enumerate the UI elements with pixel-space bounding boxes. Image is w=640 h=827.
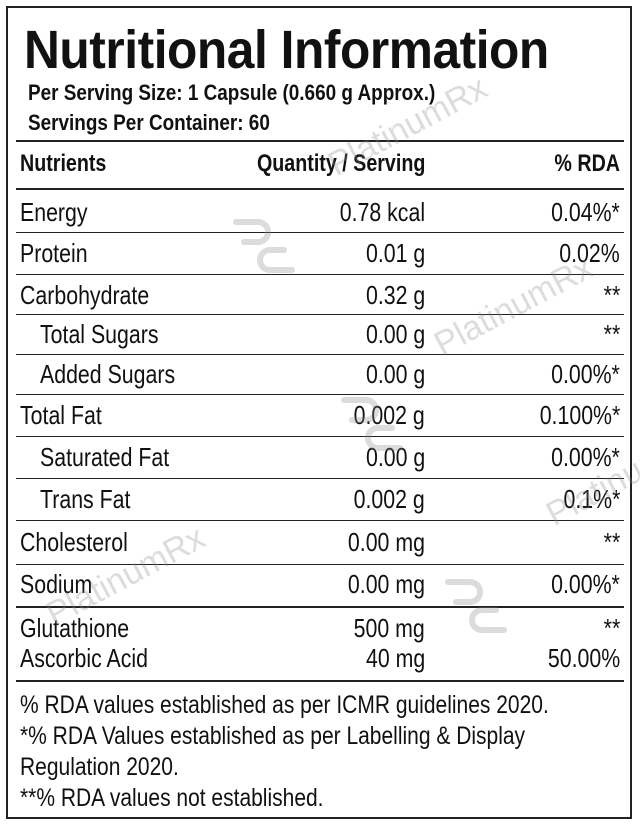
nutrient-rda: ** bbox=[603, 280, 620, 310]
nutrient-rda: ** bbox=[603, 319, 620, 349]
header-rda: % RDA bbox=[554, 150, 620, 177]
divider-row bbox=[16, 394, 624, 395]
table-row: Energy 0.78 kcal 0.04%* bbox=[20, 196, 620, 228]
table-row: Glutathione 500 mg ** bbox=[20, 612, 620, 644]
divider-row bbox=[16, 436, 624, 437]
header-quantity: Quantity / Serving bbox=[256, 150, 425, 177]
nutrient-name: Energy bbox=[20, 197, 88, 227]
table-header: Nutrients Quantity / Serving % RDA bbox=[20, 148, 620, 180]
nutrient-name: Added Sugars bbox=[40, 359, 176, 389]
header-nutrients: Nutrients bbox=[20, 150, 107, 177]
divider-header bbox=[16, 188, 624, 190]
nutrient-quantity: 0.00 g bbox=[365, 442, 425, 472]
table-row: Ascorbic Acid 40 mg 50.00% bbox=[20, 642, 620, 674]
nutrient-name: Protein bbox=[20, 238, 88, 268]
table-row: Total Fat 0.002 g 0.100%* bbox=[20, 399, 620, 431]
nutrient-name: Sodium bbox=[20, 569, 93, 599]
nutrient-rda: 0.04%* bbox=[551, 197, 620, 227]
nutrient-rda: 0.100%* bbox=[539, 400, 620, 430]
nutrient-quantity: 0.00 g bbox=[365, 359, 425, 389]
nutrient-rda: 0.00%* bbox=[551, 442, 620, 472]
table-row: Trans Fat 0.002 g 0.1%* bbox=[20, 483, 620, 515]
nutrient-rda: ** bbox=[603, 613, 620, 643]
divider-row bbox=[16, 314, 624, 315]
divider-row bbox=[16, 232, 624, 233]
nutrient-name: Carbohydrate bbox=[20, 280, 150, 310]
nutrient-name: Ascorbic Acid bbox=[20, 643, 148, 673]
nutrient-name: Cholesterol bbox=[20, 527, 128, 557]
nutrient-quantity: 0.00 g bbox=[365, 319, 425, 349]
nutrient-quantity: 0.002 g bbox=[353, 484, 425, 514]
nutrient-rda: ** bbox=[603, 527, 620, 557]
divider-top bbox=[16, 140, 624, 142]
nutrient-name: Total Sugars bbox=[40, 319, 159, 349]
serving-size: Per Serving Size: 1 Capsule (0.660 g App… bbox=[28, 80, 436, 105]
footnote-line: *% RDA Values established as per Labelli… bbox=[20, 722, 526, 750]
footnote-line: % RDA values established as per ICMR gui… bbox=[20, 691, 549, 719]
nutrient-quantity: 0.78 kcal bbox=[339, 197, 425, 227]
nutrient-quantity: 40 mg bbox=[365, 643, 425, 673]
table-row: Carbohydrate 0.32 g ** bbox=[20, 279, 620, 311]
footnote-line: **% RDA values not established. bbox=[20, 784, 324, 812]
nutrient-name: Glutathione bbox=[20, 613, 130, 643]
nutrient-rda: 0.1%* bbox=[563, 484, 620, 514]
label-title: Nutritional Information bbox=[24, 20, 549, 80]
footnote-line: Regulation 2020. bbox=[20, 753, 179, 781]
table-row: Sodium 0.00 mg 0.00%* bbox=[20, 568, 620, 600]
nutrient-quantity: 0.32 g bbox=[365, 280, 425, 310]
table-row: Cholesterol 0.00 mg ** bbox=[20, 526, 620, 558]
nutrient-quantity: 0.01 g bbox=[365, 238, 425, 268]
nutrient-quantity: 500 mg bbox=[353, 613, 425, 643]
divider-section bbox=[16, 606, 624, 608]
nutrient-name: Saturated Fat bbox=[40, 442, 170, 472]
nutrient-rda: 50.00% bbox=[547, 643, 620, 673]
nutrient-quantity: 0.002 g bbox=[353, 400, 425, 430]
nutrient-rda: 0.00%* bbox=[551, 569, 620, 599]
divider-row bbox=[16, 478, 624, 479]
nutrient-quantity: 0.00 mg bbox=[347, 527, 425, 557]
divider-row bbox=[16, 520, 624, 521]
nutrient-quantity: 0.00 mg bbox=[347, 569, 425, 599]
table-row: Saturated Fat 0.00 g 0.00%* bbox=[20, 441, 620, 473]
table-row: Protein 0.01 g 0.02% bbox=[20, 237, 620, 269]
nutrient-name: Total Fat bbox=[20, 400, 102, 430]
servings-per-container: Servings Per Container: 60 bbox=[28, 110, 270, 135]
table-row: Total Sugars 0.00 g ** bbox=[20, 318, 620, 350]
table-row: Added Sugars 0.00 g 0.00%* bbox=[20, 358, 620, 390]
divider-row bbox=[16, 564, 624, 565]
footnotes: % RDA values established as per ICMR gui… bbox=[20, 690, 549, 814]
divider-row bbox=[16, 274, 624, 275]
nutrient-rda: 0.00%* bbox=[551, 359, 620, 389]
divider-row bbox=[16, 354, 624, 355]
nutrient-rda: 0.02% bbox=[559, 238, 620, 268]
nutrient-name: Trans Fat bbox=[40, 484, 131, 514]
divider-bottom bbox=[16, 680, 624, 682]
